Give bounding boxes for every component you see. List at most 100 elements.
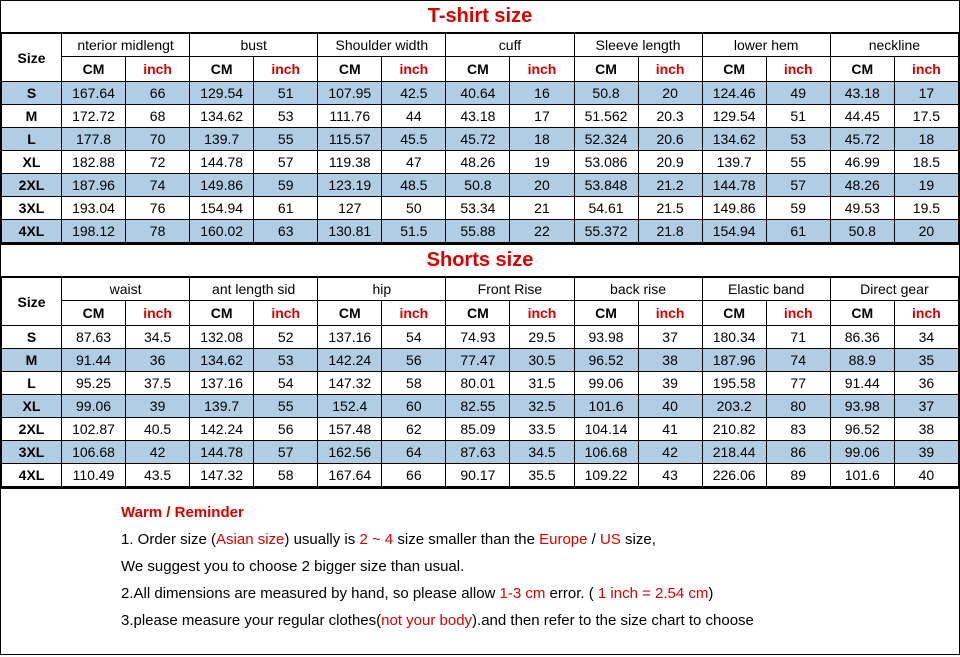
value-cell: 198.12 xyxy=(62,220,126,243)
measure-group: Direct gear xyxy=(830,278,958,301)
value-cell: 40 xyxy=(638,395,702,418)
value-cell: 21.8 xyxy=(638,220,702,243)
size-header: Size xyxy=(2,278,62,326)
size-chart-container: T-shirt size Sizenterior midlengtbustSho… xyxy=(0,0,960,655)
value-cell: 29.5 xyxy=(510,326,574,349)
value-cell: 106.68 xyxy=(62,441,126,464)
unit-inch: inch xyxy=(382,301,446,326)
value-cell: 45.5 xyxy=(382,128,446,151)
measure-group: bust xyxy=(190,34,318,57)
value-cell: 18 xyxy=(510,128,574,151)
value-cell: 115.57 xyxy=(318,128,382,151)
value-cell: 66 xyxy=(382,464,446,487)
value-cell: 44 xyxy=(382,105,446,128)
value-cell: 34.5 xyxy=(126,326,190,349)
measure-group: lower hem xyxy=(702,34,830,57)
value-cell: 91.44 xyxy=(830,372,894,395)
value-cell: 157.48 xyxy=(318,418,382,441)
unit-inch: inch xyxy=(126,301,190,326)
size-cell: S xyxy=(2,326,62,349)
value-cell: 55 xyxy=(766,151,830,174)
value-cell: 16 xyxy=(510,82,574,105)
value-cell: 142.24 xyxy=(318,349,382,372)
value-cell: 87.63 xyxy=(62,326,126,349)
value-cell: 19 xyxy=(510,151,574,174)
value-cell: 61 xyxy=(766,220,830,243)
measure-group: Shoulder width xyxy=(318,34,446,57)
value-cell: 167.64 xyxy=(62,82,126,105)
value-cell: 71 xyxy=(766,326,830,349)
value-cell: 139.7 xyxy=(190,395,254,418)
value-cell: 167.64 xyxy=(318,464,382,487)
value-cell: 40 xyxy=(894,464,958,487)
measure-group: hip xyxy=(318,278,446,301)
value-cell: 74 xyxy=(766,349,830,372)
value-cell: 22 xyxy=(510,220,574,243)
shorts-table: Sizewaistant length sidhipFront Riseback… xyxy=(1,277,959,487)
measure-group: nterior midlengt xyxy=(62,34,190,57)
value-cell: 149.86 xyxy=(702,197,766,220)
value-cell: 144.78 xyxy=(190,441,254,464)
value-cell: 39 xyxy=(638,372,702,395)
value-cell: 19.5 xyxy=(894,197,958,220)
value-cell: 21.2 xyxy=(638,174,702,197)
reminder-title: Warm / Reminder xyxy=(121,499,839,526)
reminder-line3: 2.All dimensions are measured by hand, s… xyxy=(121,580,839,607)
value-cell: 35 xyxy=(894,349,958,372)
value-cell: 78 xyxy=(126,220,190,243)
value-cell: 177.8 xyxy=(62,128,126,151)
unit-inch: inch xyxy=(254,301,318,326)
measure-group: Elastic band xyxy=(702,278,830,301)
value-cell: 193.04 xyxy=(62,197,126,220)
value-cell: 20 xyxy=(510,174,574,197)
value-cell: 53.34 xyxy=(446,197,510,220)
value-cell: 55.88 xyxy=(446,220,510,243)
value-cell: 147.32 xyxy=(190,464,254,487)
value-cell: 36 xyxy=(894,372,958,395)
value-cell: 124.46 xyxy=(702,82,766,105)
value-cell: 89 xyxy=(766,464,830,487)
value-cell: 55 xyxy=(254,128,318,151)
value-cell: 51.562 xyxy=(574,105,638,128)
table-row: M91.4436134.6253142.245677.4730.596.5238… xyxy=(2,349,959,372)
value-cell: 49 xyxy=(766,82,830,105)
value-cell: 39 xyxy=(126,395,190,418)
unit-inch: inch xyxy=(894,57,958,82)
measure-group: ant length sid xyxy=(190,278,318,301)
value-cell: 52 xyxy=(254,326,318,349)
value-cell: 106.68 xyxy=(574,441,638,464)
table-row: 3XL193.0476154.94611275053.342154.6121.5… xyxy=(2,197,959,220)
size-cell: 3XL xyxy=(2,441,62,464)
value-cell: 32.5 xyxy=(510,395,574,418)
table-row: 2XL102.8740.5142.2456157.486285.0933.510… xyxy=(2,418,959,441)
value-cell: 40.64 xyxy=(446,82,510,105)
value-cell: 20.6 xyxy=(638,128,702,151)
value-cell: 21.5 xyxy=(638,197,702,220)
value-cell: 35.5 xyxy=(510,464,574,487)
value-cell: 91.44 xyxy=(62,349,126,372)
value-cell: 111.76 xyxy=(318,105,382,128)
value-cell: 147.32 xyxy=(318,372,382,395)
value-cell: 53 xyxy=(254,349,318,372)
value-cell: 86 xyxy=(766,441,830,464)
table-row: XL182.8872144.7857119.384748.261953.0862… xyxy=(2,151,959,174)
value-cell: 59 xyxy=(254,174,318,197)
value-cell: 99.06 xyxy=(574,372,638,395)
value-cell: 50.8 xyxy=(574,82,638,105)
value-cell: 63 xyxy=(254,220,318,243)
value-cell: 56 xyxy=(254,418,318,441)
unit-inch: inch xyxy=(638,301,702,326)
tshirt-table: Sizenterior midlengtbustShoulder widthcu… xyxy=(1,33,959,243)
value-cell: 59 xyxy=(766,197,830,220)
value-cell: 76 xyxy=(126,197,190,220)
unit-cm: CM xyxy=(574,301,638,326)
value-cell: 88.9 xyxy=(830,349,894,372)
value-cell: 66 xyxy=(126,82,190,105)
value-cell: 110.49 xyxy=(62,464,126,487)
value-cell: 137.16 xyxy=(190,372,254,395)
value-cell: 42.5 xyxy=(382,82,446,105)
value-cell: 85.09 xyxy=(446,418,510,441)
value-cell: 53.086 xyxy=(574,151,638,174)
value-cell: 52.324 xyxy=(574,128,638,151)
value-cell: 162.56 xyxy=(318,441,382,464)
